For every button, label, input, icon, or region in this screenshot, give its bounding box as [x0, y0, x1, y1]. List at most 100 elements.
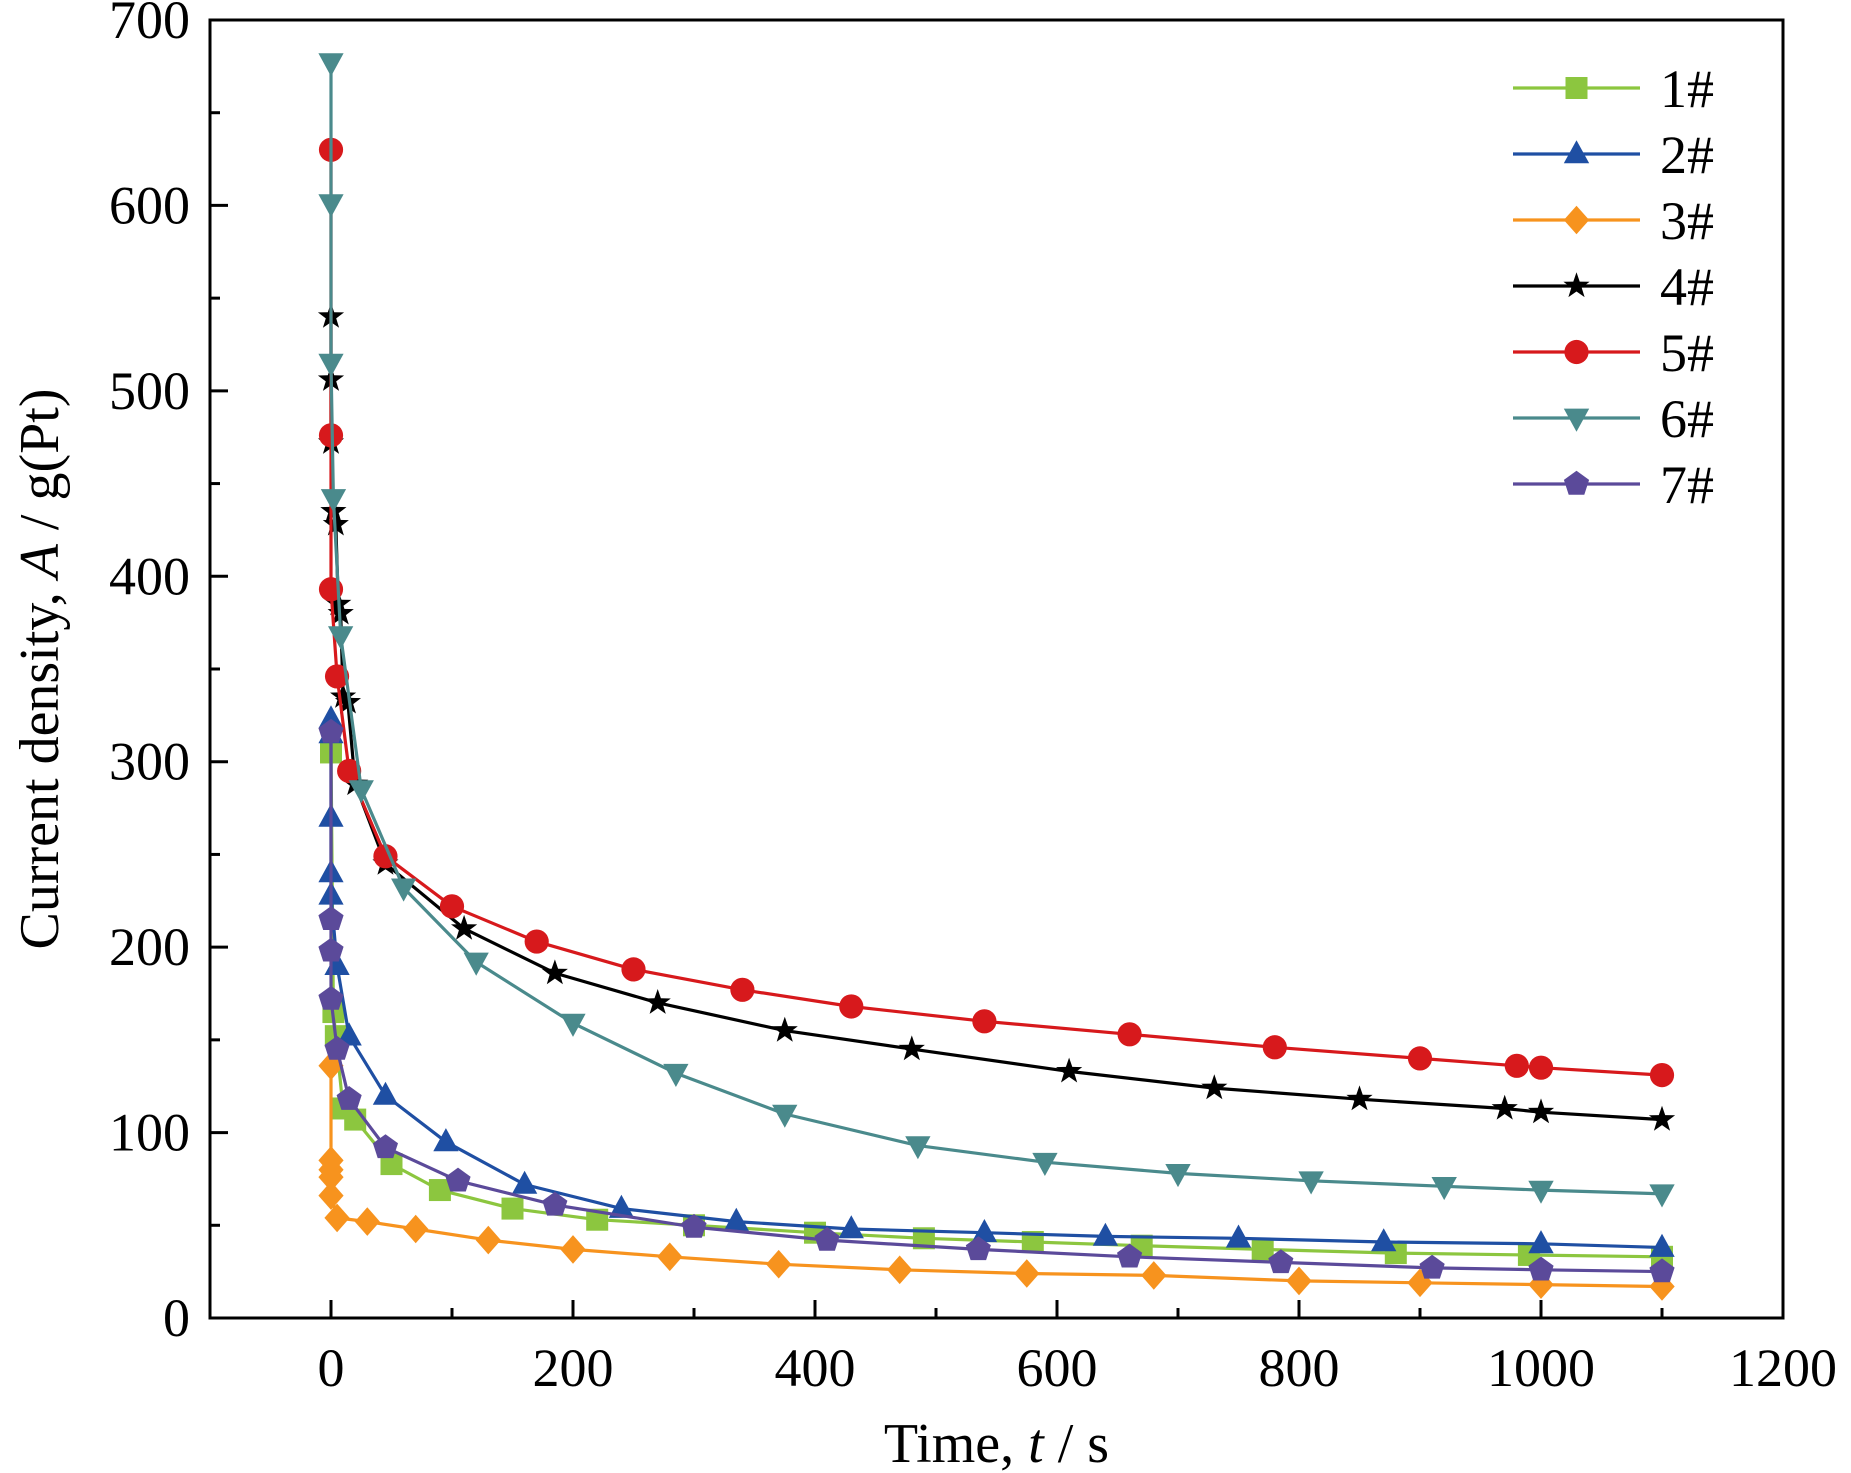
series-2-point	[1649, 1233, 1675, 1257]
series-5-point	[1649, 1062, 1675, 1088]
series-5-point	[524, 929, 549, 954]
legend-label: 6#	[1660, 389, 1714, 449]
legend-item-2: 2#	[1513, 125, 1714, 185]
series-7-point	[965, 1236, 991, 1261]
series-6-point	[1649, 1184, 1675, 1208]
series-6-point	[1032, 1152, 1058, 1176]
series-6-point	[1165, 1164, 1191, 1188]
series-2-point	[723, 1207, 749, 1231]
series-7-point	[318, 985, 344, 1010]
series-2-point	[336, 1022, 362, 1046]
legend-label: 7#	[1660, 455, 1714, 515]
legend-marker	[1565, 77, 1588, 99]
legend: 1#2#3#4#5#6#7#	[1513, 59, 1714, 515]
series-7-point	[1419, 1254, 1445, 1279]
series-2-point	[1371, 1228, 1397, 1252]
y-tick-label: 500	[109, 361, 190, 421]
series-7-point	[1649, 1258, 1675, 1283]
series-3-point	[1141, 1261, 1167, 1290]
series-1-point	[380, 1153, 403, 1176]
series-4-line	[329, 316, 1663, 1122]
series-5-point	[1117, 1022, 1142, 1047]
y-tick-label: 0	[163, 1288, 190, 1348]
legend-marker	[1563, 205, 1590, 235]
x-axis-title-prefix: Time,	[884, 1413, 1028, 1473]
y-tick-label: 400	[109, 546, 190, 606]
y-tick-label: 300	[109, 732, 190, 792]
series-1-point	[586, 1208, 609, 1231]
series-6-point	[663, 1063, 689, 1087]
series-5-point	[324, 664, 350, 689]
legend-marker	[1564, 339, 1589, 365]
x-tick-label: 1000	[1487, 1338, 1595, 1398]
series-6-line	[329, 62, 1663, 1196]
series-2-point	[1528, 1230, 1554, 1254]
series-3-point	[560, 1235, 586, 1264]
legend-label: 2#	[1660, 125, 1714, 185]
series-1-point	[501, 1197, 524, 1220]
series-5-point	[621, 957, 646, 982]
series-7-point	[318, 937, 344, 962]
plot-frame	[208, 18, 1785, 1320]
series-1-point	[1251, 1238, 1274, 1261]
series-3-point	[318, 1181, 344, 1210]
series-3-point	[657, 1242, 683, 1272]
series-7-point	[318, 906, 344, 930]
legend-item-7: 7#	[1513, 455, 1714, 515]
series-2-line	[329, 719, 1663, 1250]
series-2-point	[1225, 1224, 1252, 1248]
legend-label: 1#	[1660, 59, 1714, 119]
y-tick-label: 600	[109, 175, 190, 235]
series-6-point	[328, 626, 354, 650]
legend-item-1: 1#	[1513, 59, 1714, 119]
series-2-point	[608, 1194, 635, 1218]
legend-marker	[1563, 272, 1590, 298]
series-6-point	[1431, 1177, 1457, 1201]
series-7	[318, 718, 1675, 1283]
series-2-point	[838, 1215, 864, 1239]
legend-marker	[1563, 470, 1590, 495]
series-5-point	[1262, 1035, 1287, 1060]
series-2-point	[318, 705, 344, 729]
series-5	[318, 137, 1675, 1088]
series-layer	[317, 53, 1676, 1301]
series-1-point	[428, 1179, 451, 1202]
series-4-point	[898, 1035, 925, 1061]
series-6-point	[772, 1104, 798, 1128]
series-6	[318, 53, 1675, 1208]
series-5-point	[972, 1009, 997, 1034]
series-4-point	[644, 989, 671, 1014]
series-2-point	[372, 1081, 399, 1105]
x-axis-title-unit: / s	[1044, 1413, 1109, 1473]
series-6-point	[1298, 1171, 1324, 1195]
series-6-point	[905, 1136, 931, 1160]
y-tick-label: 700	[109, 0, 190, 50]
series-7-point	[814, 1226, 840, 1251]
series-4-point	[1056, 1057, 1083, 1083]
series-4-point	[1648, 1105, 1676, 1131]
legend-item-3: 3#	[1513, 191, 1714, 251]
y-axis-title-symbol: A	[9, 543, 71, 582]
series-6-point	[560, 1013, 586, 1037]
series-2-point	[433, 1128, 459, 1152]
series-5-line	[329, 149, 1663, 1077]
x-tick-label: 400	[775, 1338, 856, 1398]
series-3-point	[1014, 1259, 1040, 1288]
series-3-point	[324, 1203, 350, 1233]
y-tick-label: 100	[109, 1103, 190, 1163]
series-4-point	[1201, 1074, 1228, 1100]
legend-label: 3#	[1660, 191, 1714, 251]
x-tick-label: 0	[318, 1338, 345, 1398]
series-6-point	[463, 952, 489, 976]
series-7-point	[1117, 1243, 1143, 1268]
series-5-point	[1504, 1053, 1529, 1078]
series-7-point	[1528, 1256, 1554, 1281]
series-7-point	[542, 1191, 568, 1216]
series-4-point	[771, 1016, 798, 1042]
series-4-point	[1491, 1094, 1518, 1120]
series-2-point	[512, 1170, 538, 1194]
series-7-point	[681, 1213, 707, 1238]
series-4-point	[541, 959, 568, 985]
